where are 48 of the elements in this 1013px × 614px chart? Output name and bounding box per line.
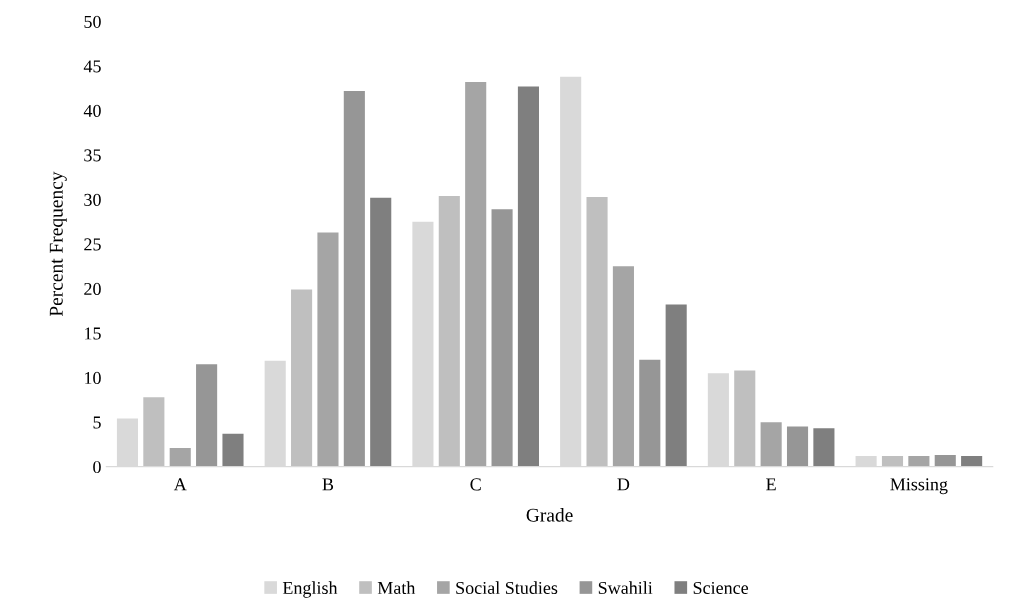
bar (934, 455, 956, 467)
y-tick-label: 25 (84, 238, 101, 251)
y-tick-label: 15 (85, 327, 101, 340)
x-tick-label: Missing (890, 478, 948, 495)
bar (517, 86, 539, 467)
bar (291, 289, 313, 467)
bar (169, 447, 191, 467)
bar (143, 397, 165, 467)
y-tick-label: 45 (83, 60, 101, 73)
legend-label: Swahili (598, 581, 653, 595)
legend-label: Social Studies (456, 581, 558, 595)
x-tick-label: A (173, 478, 187, 491)
y-tick-label: 50 (84, 15, 101, 28)
bar (786, 426, 809, 467)
x-tick-label: B (322, 478, 334, 491)
y-axis-title: Percent Frequency (49, 171, 67, 317)
y-tick-label: 10 (85, 371, 101, 385)
y-tick-label: 30 (84, 193, 101, 206)
bar (586, 196, 608, 467)
bar (665, 304, 687, 467)
bar (222, 433, 244, 467)
legend-label: Math (377, 581, 416, 595)
x-tick-label: E (766, 478, 776, 491)
x-tick-label: C (470, 478, 481, 491)
bar (370, 197, 392, 467)
legend-label: English (282, 581, 338, 598)
bar (961, 455, 983, 467)
bar (465, 82, 487, 467)
bar (639, 359, 661, 467)
bar (908, 455, 930, 467)
bar (612, 266, 634, 467)
bar (491, 209, 513, 467)
bar (813, 428, 835, 467)
legend-label: Science (693, 581, 749, 595)
bar (881, 455, 904, 467)
y-tick-label: 5 (93, 416, 101, 429)
y-tick-label: 0 (93, 460, 101, 474)
x-tick-label: D (617, 478, 630, 491)
x-axis-title: Grade (526, 508, 573, 522)
bar (196, 364, 218, 467)
y-tick-label: 35 (84, 149, 101, 162)
y-tick-label: 20 (84, 282, 101, 296)
y-tick-label: 40 (83, 104, 101, 117)
bar (343, 90, 365, 467)
bar (734, 370, 756, 467)
bar (438, 195, 460, 467)
bar (317, 232, 339, 467)
bar (760, 422, 782, 467)
